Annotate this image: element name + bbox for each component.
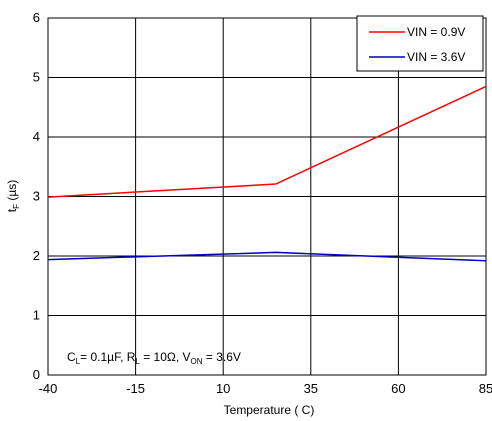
x-tick-labels: -40 -15 10 35 60 85 — [39, 381, 492, 396]
y-tick-label: 2 — [33, 248, 40, 263]
y-tick-label: 1 — [33, 308, 40, 323]
x-axis-label: Temperature ( C) — [224, 403, 315, 417]
legend-label-vin-0.9v: VIN = 0.9V — [407, 25, 465, 39]
y-tick-label: 6 — [33, 10, 40, 25]
y-tick-labels: 0 1 2 3 4 5 6 — [33, 10, 40, 382]
x-tick-label: 60 — [391, 381, 405, 396]
x-tick-label: 35 — [304, 381, 318, 396]
y-tick-label: 5 — [33, 70, 40, 85]
y-axis-label: tF (µs) — [5, 180, 21, 212]
legend: VIN = 0.9V VIN = 3.6V — [356, 15, 484, 72]
y-tick-label: 3 — [33, 189, 40, 204]
x-tick-label: 85 — [479, 381, 492, 396]
x-tick-label: 10 — [216, 381, 230, 396]
series-line-1 — [47, 251, 487, 262]
legend-label-vin-3.6v: VIN = 3.6V — [407, 50, 465, 64]
series-line-0 — [47, 85, 487, 198]
legend-box — [356, 15, 484, 72]
series-lines — [47, 85, 487, 262]
test-conditions-annotation: CL= 0.1µF, RL = 10Ω, VON = 3.6V — [67, 350, 241, 366]
y-tick-label: 0 — [33, 367, 40, 382]
x-tick-label: -40 — [39, 381, 58, 396]
x-tick-label: -15 — [126, 381, 145, 396]
grid-lines — [47, 17, 487, 376]
y-tick-label: 4 — [33, 129, 40, 144]
